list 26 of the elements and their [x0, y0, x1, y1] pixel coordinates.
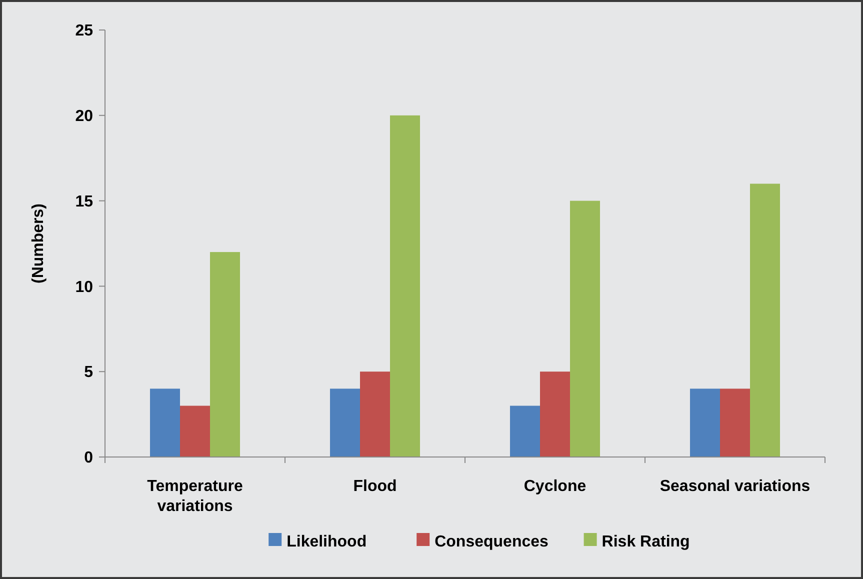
y-tick-label: 15 — [75, 193, 94, 210]
bar — [570, 200, 600, 457]
y-tick-label: 25 — [75, 22, 94, 40]
y-tick-label: 10 — [75, 278, 94, 296]
y-tick-label: 0 — [84, 450, 94, 467]
bar — [510, 406, 540, 457]
x-tick-label: Seasonal variations — [660, 478, 810, 495]
bar — [720, 388, 750, 457]
y-axis-title: (Numbers) — [30, 203, 47, 284]
y-tick-label: 20 — [75, 108, 94, 125]
bar — [180, 406, 210, 457]
y-tick-label: 5 — [84, 364, 94, 382]
bar — [390, 115, 420, 457]
bar — [210, 252, 240, 457]
bar — [330, 388, 360, 457]
bar — [150, 388, 180, 457]
legend-label: Likelihood — [286, 534, 367, 551]
x-tick-label: Cyclone — [524, 478, 586, 495]
bar — [540, 372, 570, 457]
x-tick-label: Temperature variations — [147, 478, 243, 515]
x-tick-label: Flood — [353, 478, 397, 495]
legend-label: Consequences — [434, 534, 549, 551]
bar — [360, 372, 390, 457]
legend-label: Risk Rating — [602, 534, 690, 551]
bar — [690, 388, 720, 457]
bar — [750, 184, 780, 457]
